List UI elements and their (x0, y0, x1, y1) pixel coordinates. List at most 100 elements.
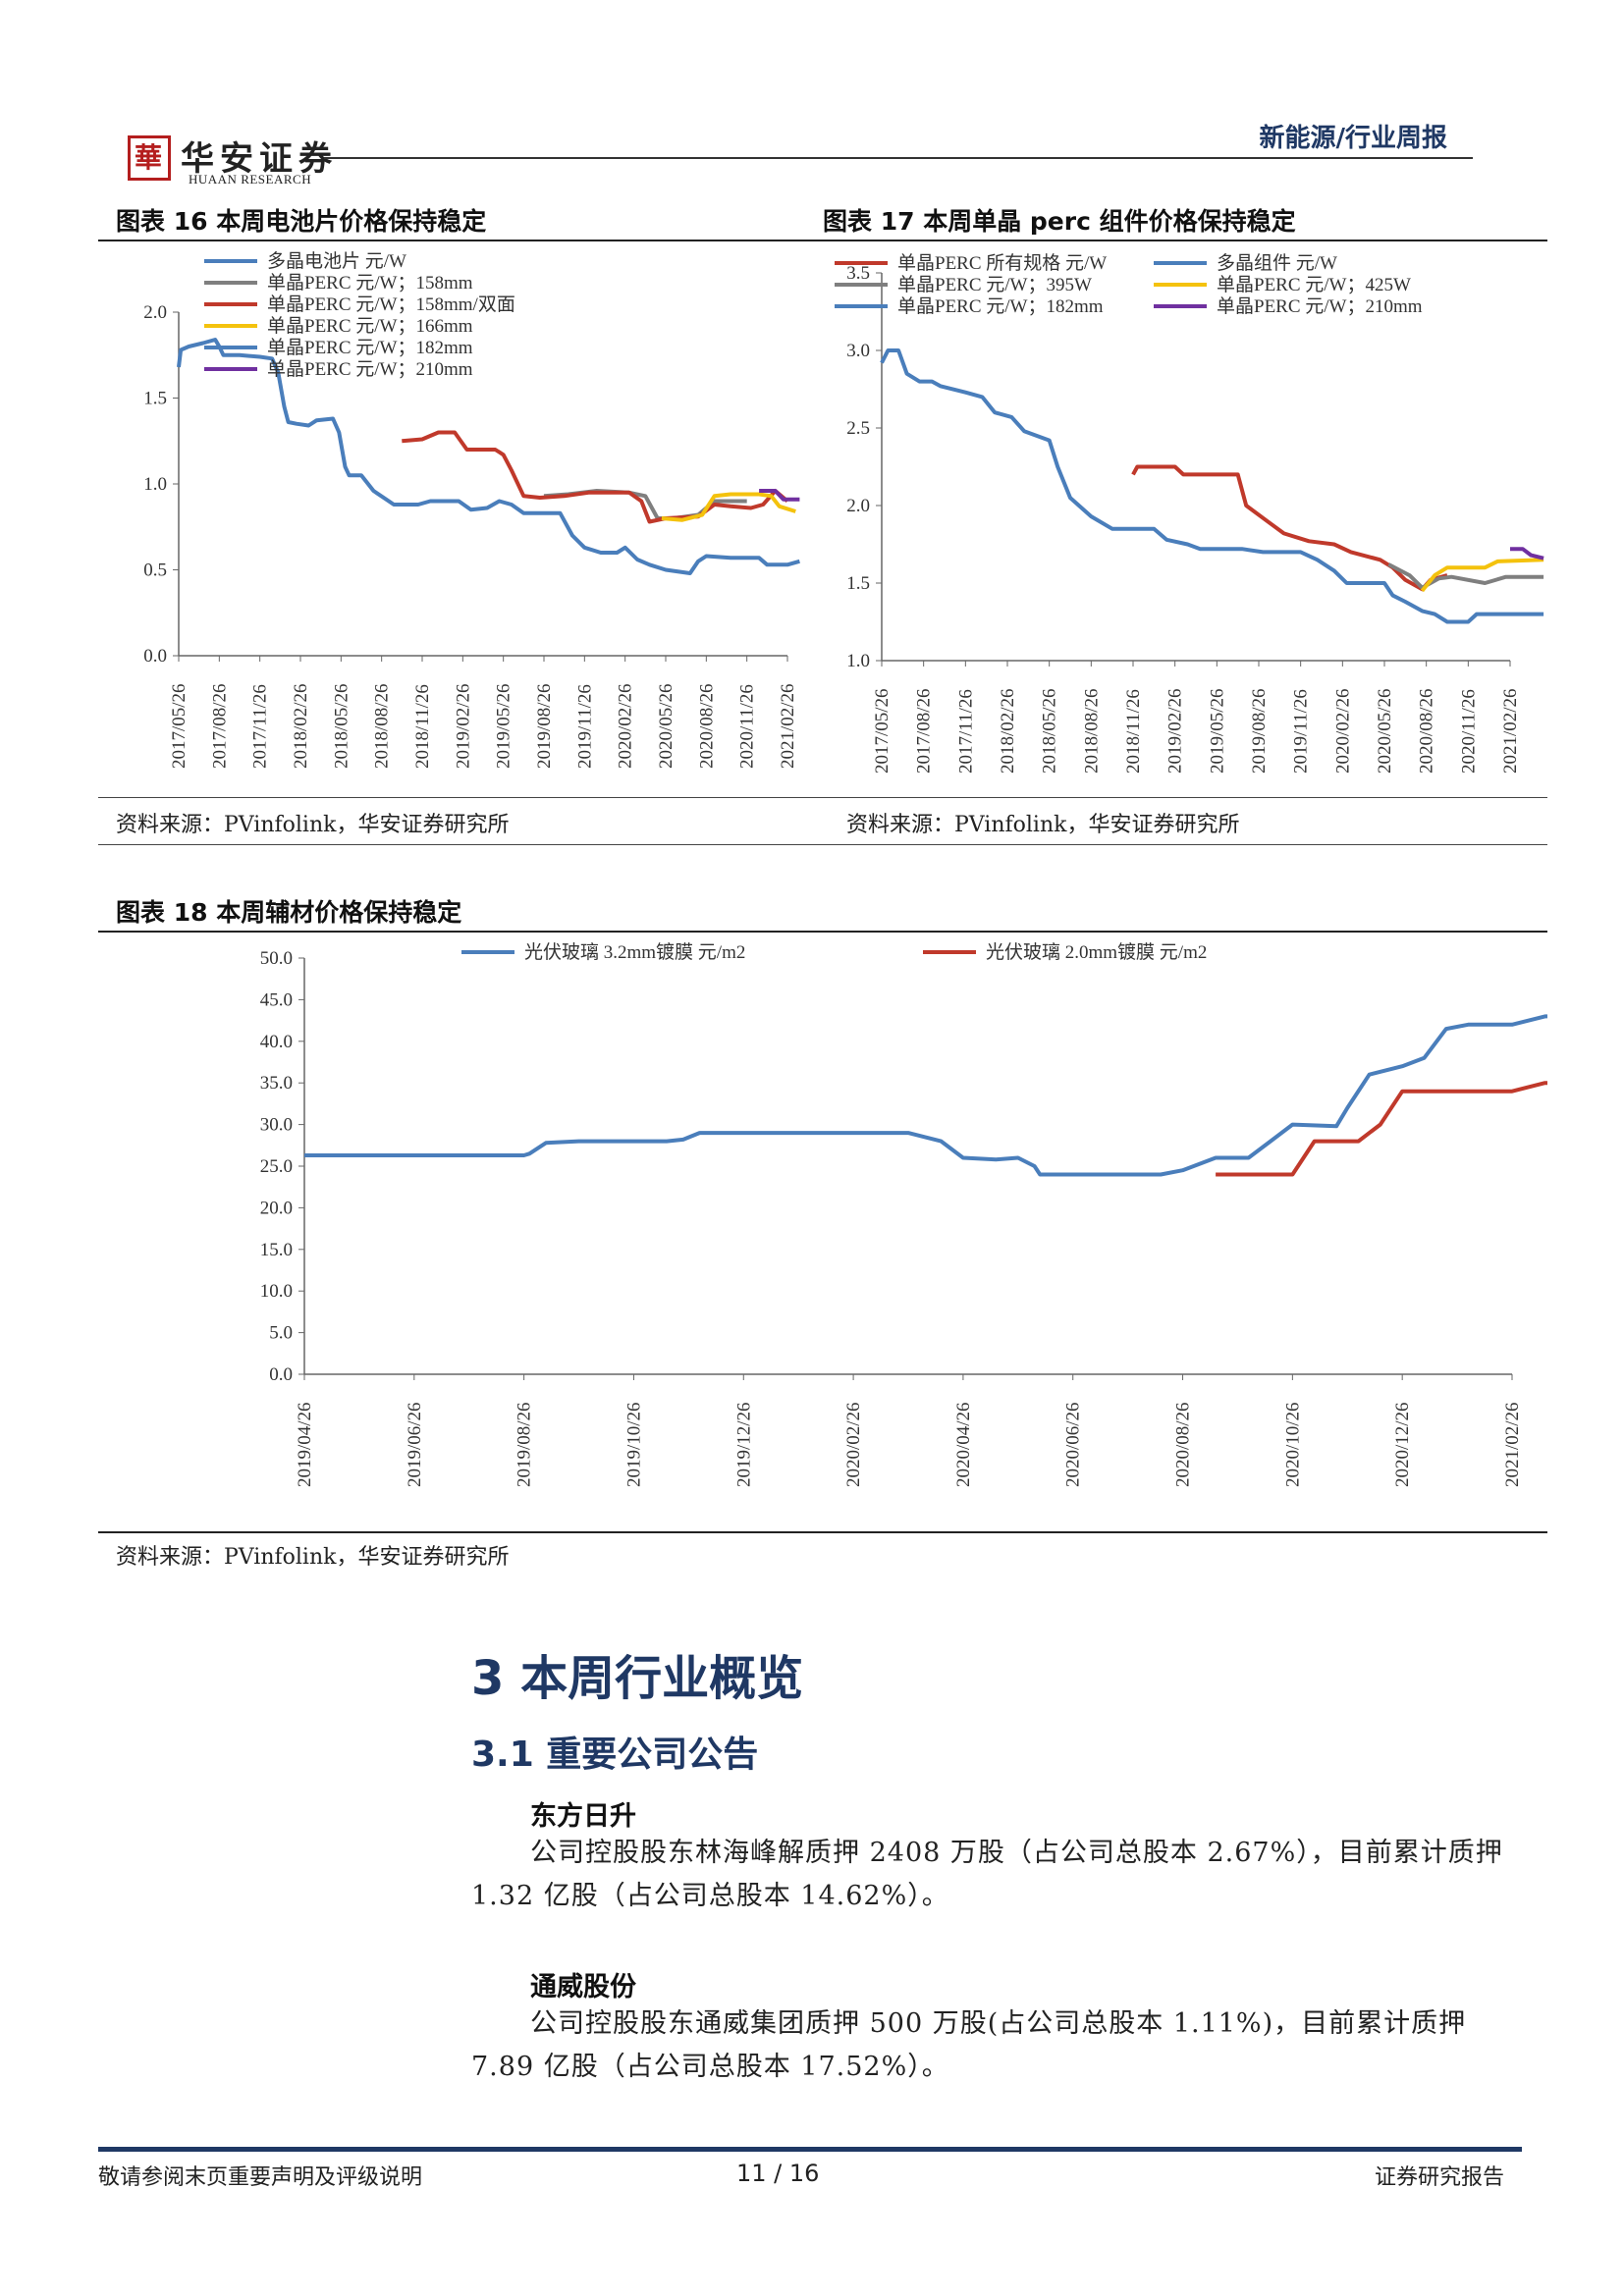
x-tick-label: 2020/08/26 (1173, 1402, 1194, 1487)
x-tick-label: 2017/05/26 (872, 688, 893, 774)
fig17-title: 图表 17 本周单晶 perc 组件价格保持稳定 (823, 207, 1296, 236)
x-tick-label: 2019/02/26 (1165, 688, 1186, 774)
x-tick-label: 2020/05/26 (656, 683, 677, 769)
x-tick-label: 2019/08/26 (534, 683, 555, 769)
section-title: 3 本周行业概览 (471, 1651, 804, 1706)
x-tick-label: 2017/08/26 (914, 688, 935, 774)
y-tick-label: 45.0 (260, 989, 293, 1010)
chart-module-prices: 1.0 1.5 2.0 2.5 3.0 3.5 2017/05/26 2017/08/26 20… (835, 252, 1544, 774)
fig17-source: 资料来源：PVinfolink，华安证券研究所 (846, 813, 1240, 837)
x-tick-label: 2019/12/26 (733, 1402, 754, 1487)
x-tick-label: 2018/08/26 (372, 683, 393, 769)
y-tick-label: 40.0 (260, 1032, 293, 1052)
x-tick-label: 2017/11/26 (955, 689, 976, 774)
x-tick-label: 2018/11/26 (1123, 689, 1144, 774)
y-tick-label: 2.0 (143, 302, 167, 323)
series-line (402, 430, 789, 524)
x-tick-label: 2018/08/26 (1081, 688, 1102, 774)
legend-label: 单晶PERC 元/W；158mm (267, 272, 473, 294)
legend-label: 单晶PERC 元/W；166mm (267, 315, 473, 337)
x-tick-label: 2020/10/26 (1282, 1402, 1303, 1487)
series-line (880, 348, 1544, 624)
x-tick-label: 2020/11/26 (1458, 689, 1479, 774)
x-tick-label: 2020/04/26 (953, 1402, 974, 1487)
x-tick-label: 2018/11/26 (412, 684, 433, 769)
y-tick-label: 3.5 (846, 263, 870, 284)
footer-disclaimer: 敬请参阅末页重要声明及评级说明 (98, 2165, 423, 2190)
logo-subtext: HUAAN RESEARCH (189, 172, 312, 187)
chart-cell-prices: 0.0 0.5 1.0 1.5 2.0 2017/05/26 2017/08/26 2017/… (143, 250, 800, 769)
x-tick-label: 2020/06/26 (1063, 1402, 1084, 1487)
fig16-title: 图表 16 本周电池片价格保持稳定 (116, 207, 487, 236)
x-tick-label: 2021/02/26 (1500, 688, 1521, 774)
legend-label: 光伏玻璃 3.2mm镀膜 元/m2 (524, 941, 745, 963)
x-tick-label: 2020/08/26 (1417, 688, 1437, 774)
announcement-text: 公司控股股东林海峰解质押 2408 万股（占公司总股本 2.67%），目前累计质… (471, 1838, 1503, 1911)
legend-label: 光伏玻璃 2.0mm镀膜 元/m2 (986, 941, 1207, 963)
y-tick-label: 2.5 (846, 418, 870, 439)
x-tick-label: 2019/08/26 (514, 1402, 535, 1487)
legend-label: 多晶组件 元/W (1217, 252, 1337, 274)
y-tick-label: 30.0 (260, 1115, 293, 1136)
series-line (1387, 562, 1544, 590)
x-tick-label: 2020/12/26 (1392, 1402, 1413, 1487)
series-line (661, 492, 796, 522)
y-tick-label: 15.0 (260, 1240, 293, 1260)
series-line (1131, 464, 1448, 592)
x-tick-label: 2018/05/26 (1040, 688, 1060, 774)
y-tick-label: 0.0 (143, 646, 167, 667)
fig18-source: 资料来源：PVinfolink，华安证券研究所 (116, 1545, 510, 1570)
legend-label: 单晶PERC 所有规格 元/W (897, 252, 1107, 274)
legend-label: 多晶电池片 元/W (267, 250, 406, 272)
company-name: 通威股份 (530, 1972, 636, 2002)
fig18-bottom-rule (98, 1531, 1547, 1533)
series-line (177, 338, 800, 575)
legend-label: 单晶PERC 元/W；182mm (897, 295, 1104, 317)
series-line (1510, 547, 1544, 561)
y-tick-label: 1.5 (846, 573, 870, 594)
y-tick-label: 35.0 (260, 1073, 293, 1094)
legend-label: 单晶PERC 元/W；395W (897, 274, 1092, 295)
x-tick-label: 2019/02/26 (453, 683, 473, 769)
report-category: 新能源/行业周报 (1259, 124, 1448, 153)
series-line (759, 489, 800, 502)
y-tick-label: 2.0 (846, 496, 870, 516)
x-tick-label: 2017/11/26 (250, 684, 271, 769)
x-tick-label: 2019/05/26 (1207, 688, 1227, 774)
legend-label: 单晶PERC 元/W；210mm (267, 358, 473, 380)
y-tick-label: 1.5 (143, 389, 167, 409)
legend-label: 单晶PERC 元/W；158mm/双面 (267, 294, 515, 315)
y-tick-label: 1.0 (143, 474, 167, 495)
x-tick-label: 2019/10/26 (623, 1402, 644, 1487)
x-tick-label: 2021/02/26 (1502, 1402, 1523, 1487)
x-tick-label: 2019/04/26 (295, 1402, 315, 1487)
y-tick-label: 20.0 (260, 1198, 293, 1218)
y-tick-label: 0.0 (269, 1364, 293, 1385)
legend-label: 单晶PERC 元/W；425W (1217, 274, 1411, 295)
x-tick-label: 2020/08/26 (696, 683, 717, 769)
series-line (1420, 558, 1544, 593)
y-tick-label: 10.0 (260, 1281, 293, 1302)
fig18-top-rule (98, 931, 1547, 933)
legend-label: 单晶PERC 元/W；210mm (1217, 295, 1423, 317)
y-tick-label: 1.0 (846, 651, 870, 671)
x-tick-label: 2021/02/26 (778, 683, 798, 769)
legend-label: 单晶PERC 元/W；182mm (267, 337, 473, 358)
x-tick-label: 2019/06/26 (405, 1402, 425, 1487)
x-tick-label: 2018/02/26 (998, 688, 1018, 774)
fig16-source: 资料来源：PVinfolink，华安证券研究所 (116, 813, 510, 837)
x-tick-label: 2020/11/26 (737, 684, 758, 769)
logo-text: 华安证券 (181, 139, 338, 179)
subsection-title: 3.1 重要公司公告 (471, 1735, 759, 1775)
x-tick-label: 2018/02/26 (291, 683, 311, 769)
x-tick-label: 2017/08/26 (209, 683, 230, 769)
y-tick-label: 0.5 (143, 561, 167, 581)
x-tick-label: 2020/02/26 (1332, 688, 1353, 774)
x-tick-label: 2020/02/26 (616, 683, 636, 769)
fig-bottom-rule (98, 797, 1547, 798)
x-tick-label: 2019/05/26 (494, 683, 514, 769)
y-tick-label: 5.0 (269, 1323, 293, 1344)
y-tick-label: 25.0 (260, 1156, 293, 1177)
series-line (1216, 1081, 1547, 1177)
page-number: 11 / 16 (736, 2160, 820, 2187)
